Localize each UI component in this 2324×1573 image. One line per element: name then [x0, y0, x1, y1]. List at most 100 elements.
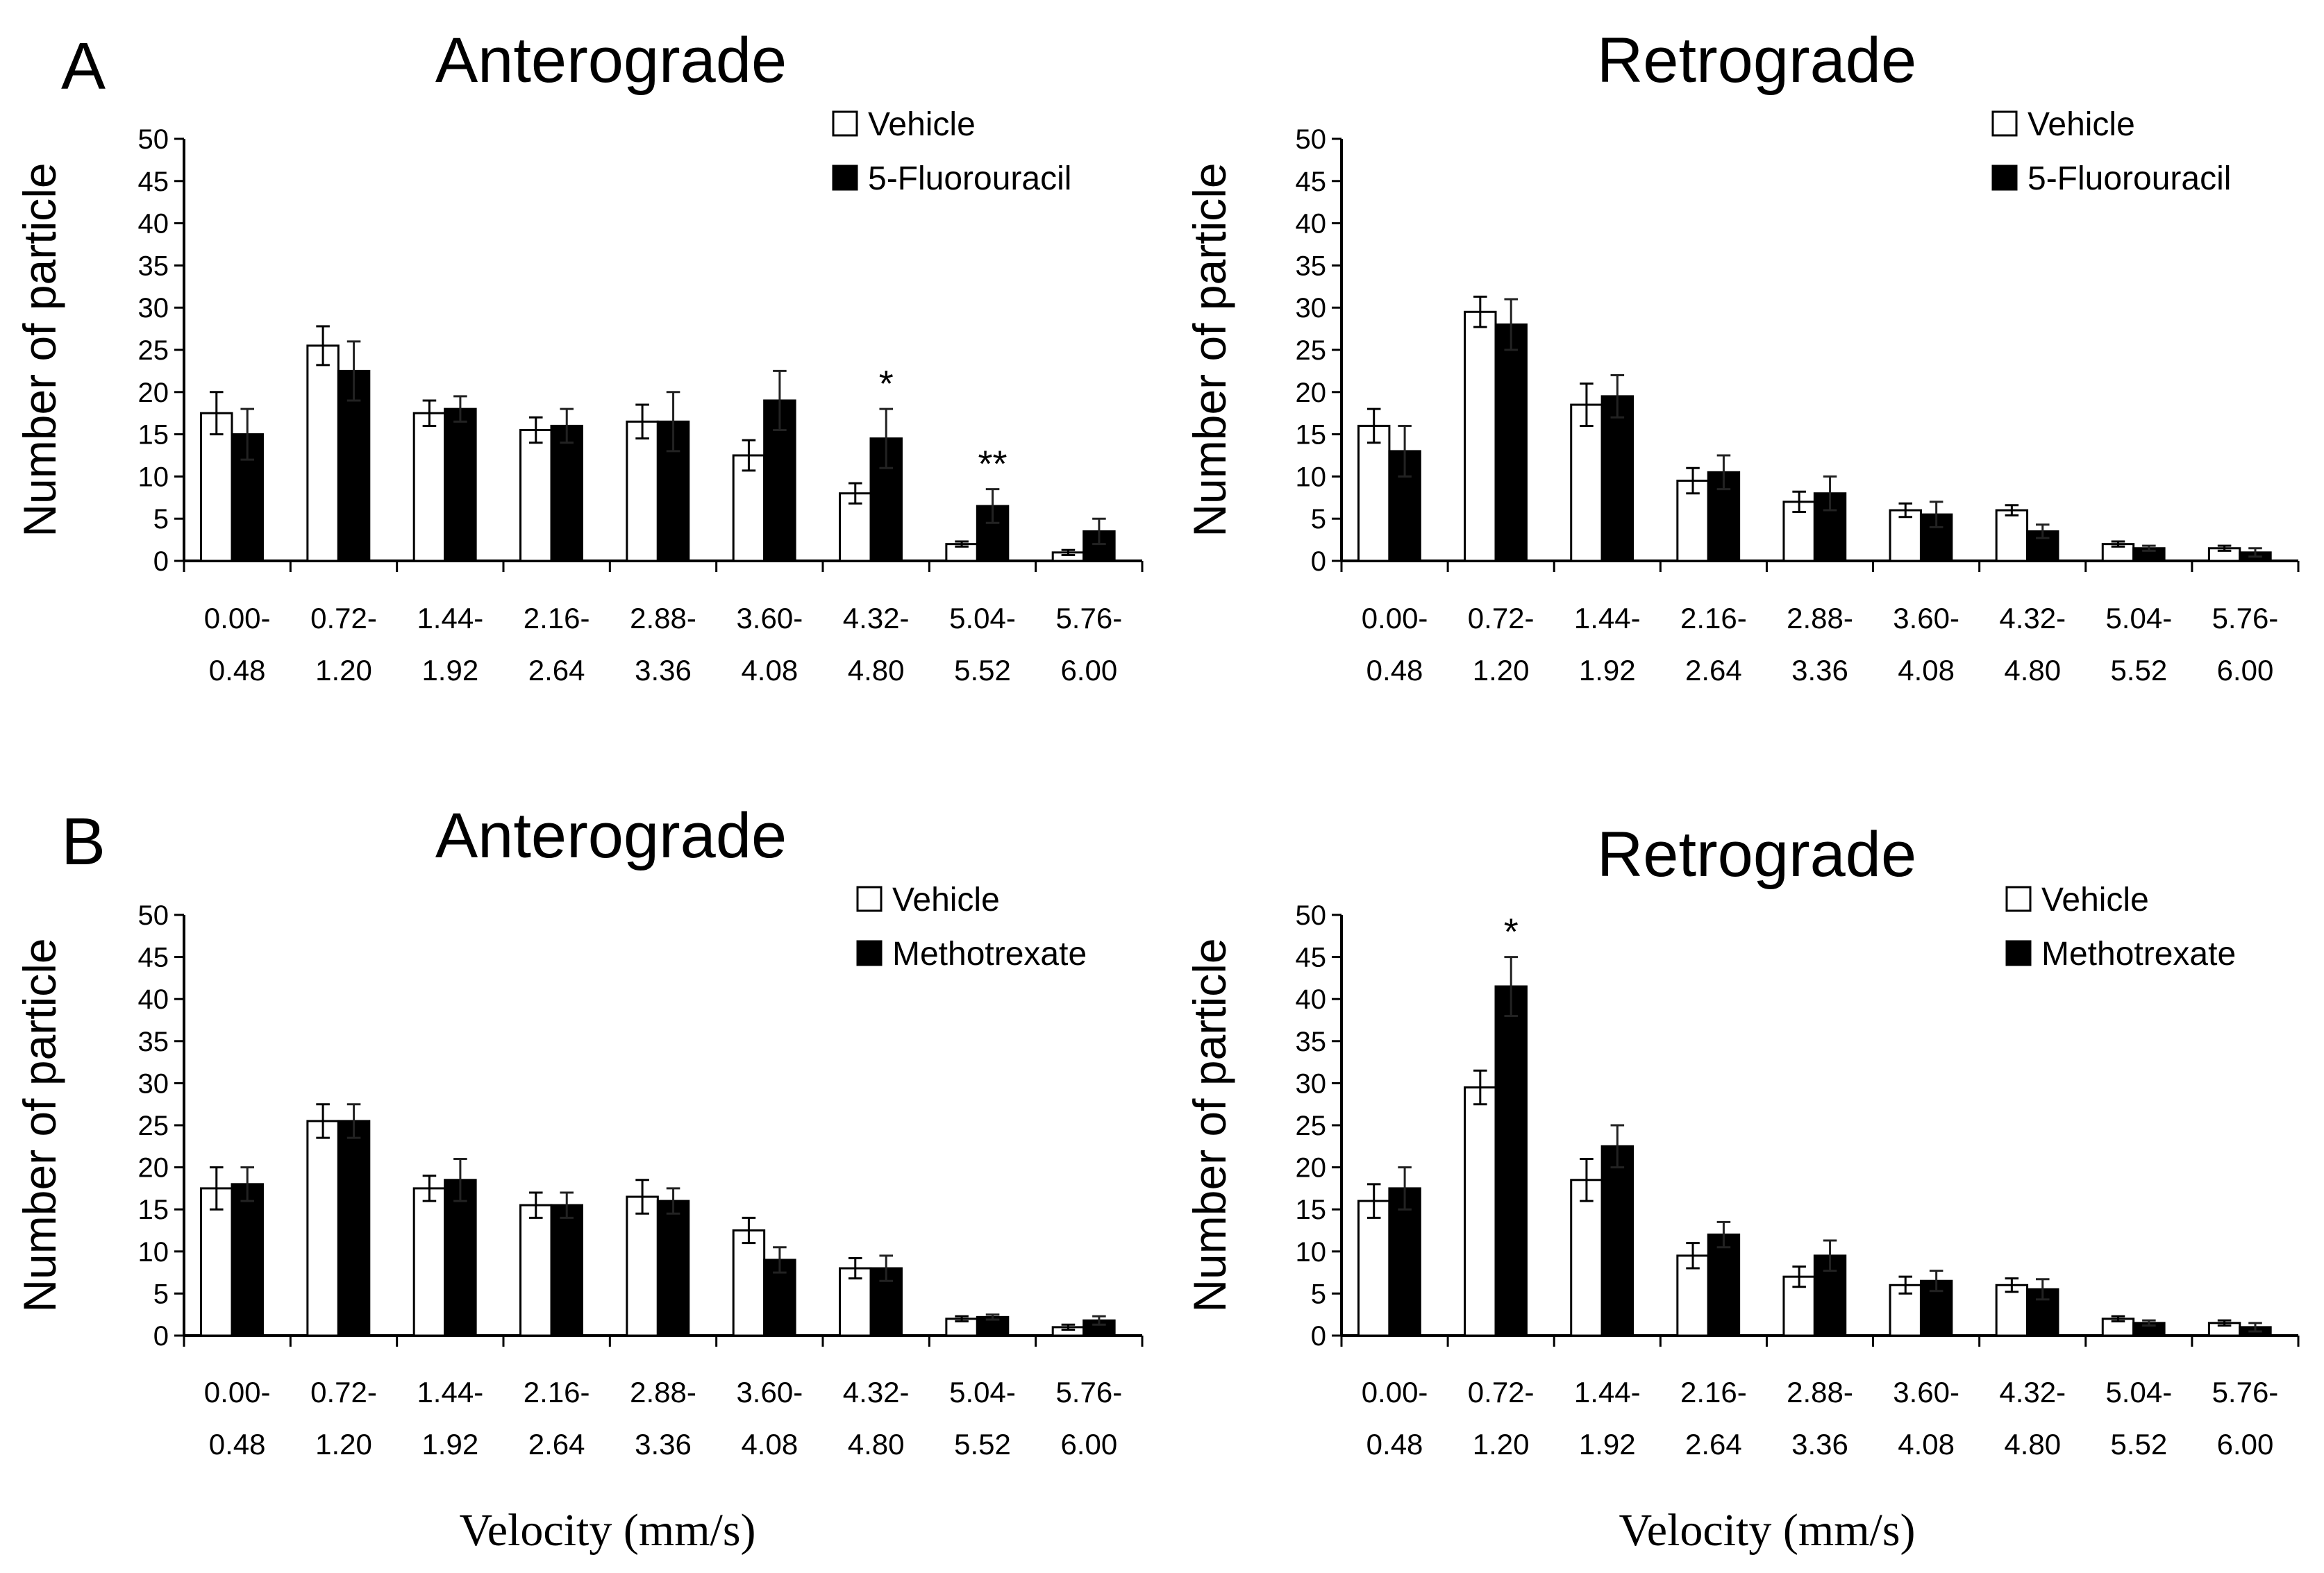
y-tick-label: 20 — [138, 378, 169, 408]
y-tick-label: 15 — [138, 1195, 169, 1225]
category-label-5-line1: 2.88- — [1787, 1376, 1853, 1408]
category-label-8-line2: 5.52 — [954, 1428, 1011, 1461]
bar-5-fluorouracil-2 — [1494, 323, 1528, 562]
y-tick-label: 45 — [138, 943, 169, 973]
significance-mark: * — [879, 363, 894, 405]
category-label-9-line1: 5.76- — [1055, 602, 1122, 634]
y-tick-label: 50 — [1296, 900, 1327, 931]
chart-title: Retrograde — [1597, 25, 1916, 96]
y-tick-label: 35 — [138, 251, 169, 281]
chart-b-anterograde: Anterograde Number of particle 0 5 10 15 20 25 3… — [14, 800, 1144, 1461]
chart-a-retrograde: Retrograde Number of particle 0 5 10 15 20 25 30… — [1184, 25, 2300, 687]
category-label-7-line1: 4.32- — [843, 602, 910, 634]
bar-methotrexate-2 — [1494, 985, 1528, 1337]
category-label-3-line2: 1.92 — [421, 654, 478, 687]
bar-vehicle-6 — [732, 454, 766, 562]
bar-vehicle-7 — [1995, 509, 2029, 562]
y-tick-label: 15 — [138, 420, 169, 451]
y-tick-label: 5 — [153, 1279, 169, 1309]
y-tick-label: 20 — [1296, 1153, 1327, 1184]
y-tick-label: 35 — [1296, 1027, 1327, 1057]
category-label-8-line2: 5.52 — [2110, 654, 2167, 687]
bar-vehicle-5 — [626, 1195, 659, 1337]
y-tick-label: 10 — [138, 462, 169, 492]
y-tick-label: 0 — [1311, 1321, 1326, 1352]
category-label-9-line1: 5.76- — [1055, 1376, 1122, 1408]
category-label-1-line1: 0.00- — [1362, 602, 1428, 634]
category-label-4-line2: 2.64 — [1685, 1428, 1742, 1461]
category-label-4-line1: 2.16- — [524, 1376, 590, 1408]
bar-vehicle-2 — [1464, 310, 1497, 562]
category-label-1-line1: 0.00- — [204, 602, 271, 634]
y-tick-label: 50 — [138, 900, 169, 931]
category-label-3-line2: 1.92 — [1579, 1428, 1636, 1461]
bar-vehicle-1 — [1357, 1200, 1391, 1337]
category-label-7-line2: 4.80 — [2004, 654, 2061, 687]
category-label-8-line2: 5.52 — [954, 654, 1011, 687]
bar-methotrexate-5 — [656, 1200, 690, 1337]
bar-vehicle-3 — [412, 412, 446, 562]
category-label-1-line1: 0.00- — [204, 1376, 271, 1408]
legend-label-vehicle: Vehicle — [2041, 882, 2149, 918]
y-tick-label: 0 — [1311, 546, 1326, 577]
legend-label-vehicle: Vehicle — [868, 106, 976, 143]
y-tick-label: 30 — [1296, 293, 1327, 323]
y-tick-label: 35 — [1296, 251, 1327, 281]
y-tick-label: 10 — [1296, 1237, 1327, 1268]
y-tick-label: 40 — [138, 209, 169, 239]
y-axis-label: Number of particle — [14, 162, 65, 537]
bar-methotrexate-2 — [337, 1120, 371, 1337]
legend-swatch-vehicle — [1991, 110, 2018, 137]
y-axis-label: Number of particle — [1184, 938, 1235, 1312]
category-label-3-line1: 1.44- — [1574, 602, 1641, 634]
y-tick-label: 5 — [1311, 504, 1326, 535]
y-tick-label: 45 — [1296, 943, 1327, 973]
category-label-1-line2: 0.48 — [1366, 1428, 1423, 1461]
category-label-2-line2: 1.20 — [315, 654, 372, 687]
chart-title: Anterograde — [435, 25, 787, 96]
y-tick-label: 0 — [153, 546, 169, 577]
legend-label-vehicle: Vehicle — [892, 882, 1000, 918]
category-label-4-line2: 2.64 — [528, 1428, 585, 1461]
y-tick-label: 35 — [138, 1027, 169, 1057]
significance-mark: * — [1504, 911, 1519, 953]
chart-b-retrograde: Retrograde Number of particle 0 5 10 15 20 25 30… — [1184, 819, 2300, 1461]
y-tick-label: 30 — [138, 1068, 169, 1099]
bar-vehicle-7 — [1995, 1284, 2029, 1337]
category-label-3-line1: 1.44- — [417, 602, 483, 634]
category-label-9-line2: 6.00 — [2217, 1428, 2274, 1461]
bar-methotrexate-1 — [231, 1183, 264, 1337]
category-label-8-line1: 5.04- — [949, 1376, 1016, 1408]
legend-label-5-fluorouracil: 5-Fluorouracil — [2028, 160, 2231, 197]
category-label-2-line1: 0.72- — [1468, 1376, 1535, 1408]
category-label-3-line1: 1.44- — [417, 1376, 483, 1408]
category-label-7-line2: 4.80 — [848, 654, 905, 687]
y-axis-label: Number of particle — [1184, 162, 1235, 537]
y-tick-label: 25 — [1296, 1111, 1327, 1141]
legend-swatch-methotrexate — [856, 940, 883, 966]
category-label-6-line2: 4.08 — [1898, 1428, 1955, 1461]
category-label-1-line2: 0.48 — [209, 654, 266, 687]
category-label-7-line2: 4.80 — [2004, 1428, 2061, 1461]
category-label-4-line2: 2.64 — [528, 654, 585, 687]
category-label-2-line1: 0.72- — [1468, 602, 1535, 634]
category-label-9-line1: 5.76- — [2212, 1376, 2279, 1408]
category-label-6-line1: 3.60- — [1893, 1376, 1959, 1408]
bar-methotrexate-4 — [550, 1204, 583, 1337]
bar-vehicle-2 — [306, 344, 340, 562]
y-tick-label: 40 — [1296, 984, 1327, 1015]
y-tick-label: 20 — [138, 1153, 169, 1184]
category-label-1-line1: 0.00- — [1362, 1376, 1428, 1408]
bar-vehicle-3 — [1570, 1179, 1603, 1337]
category-label-2-line2: 1.20 — [1473, 1428, 1530, 1461]
category-label-6-line2: 4.08 — [1898, 654, 1955, 687]
category-label-6-line2: 4.08 — [741, 654, 798, 687]
bar-vehicle-5 — [626, 420, 659, 562]
category-label-5-line1: 2.88- — [1787, 602, 1853, 634]
category-label-9-line2: 6.00 — [1060, 1428, 1117, 1461]
category-label-8-line2: 5.52 — [2110, 1428, 2167, 1461]
y-tick-label: 30 — [1296, 1068, 1327, 1099]
y-tick-label: 15 — [1296, 1195, 1327, 1225]
y-tick-label: 40 — [138, 984, 169, 1015]
